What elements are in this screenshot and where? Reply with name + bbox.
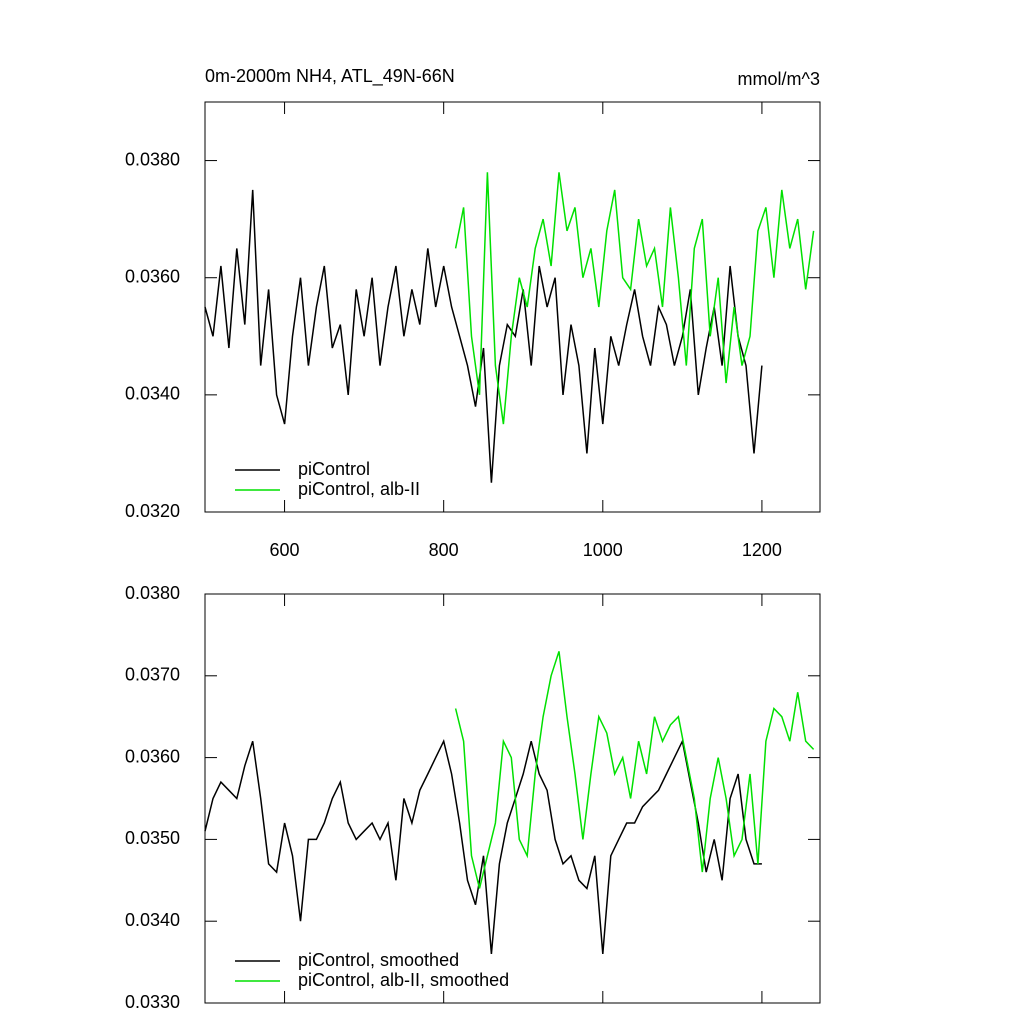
x-tick-label: 600 [270, 540, 300, 560]
y-tick-label: 0.0340 [125, 910, 180, 930]
y-tick-label: 0.0320 [125, 501, 180, 521]
y-tick-label: 0.0360 [125, 746, 180, 766]
series-line [204, 189, 763, 483]
series-line [204, 738, 762, 954]
series-line [454, 172, 815, 425]
legend-label: piControl, smoothed [298, 950, 459, 970]
x-tick-label: 800 [429, 540, 459, 560]
y-tick-label: 0.0340 [125, 384, 180, 404]
chart-title: 0m-2000m NH4, ATL_49N-66N [205, 66, 455, 87]
y-tick-label: 0.0360 [125, 266, 180, 286]
x-tick-label: 1000 [583, 540, 623, 560]
x-tick-label: 1200 [742, 540, 782, 560]
y-tick-label: 0.0370 [125, 665, 180, 685]
y-tick-label: 0.0380 [125, 583, 180, 603]
legend-label: piControl [298, 459, 370, 479]
legend-label: piControl, alb-II [298, 479, 420, 499]
series-line [454, 651, 815, 889]
units-label: mmol/m^3 [738, 69, 820, 89]
y-tick-label: 0.0380 [125, 149, 180, 169]
plot-frame [204, 593, 821, 1004]
y-tick-label: 0.0330 [125, 992, 180, 1012]
legend-label: piControl, alb-II, smoothed [298, 970, 509, 990]
y-tick-label: 0.0350 [125, 828, 180, 848]
